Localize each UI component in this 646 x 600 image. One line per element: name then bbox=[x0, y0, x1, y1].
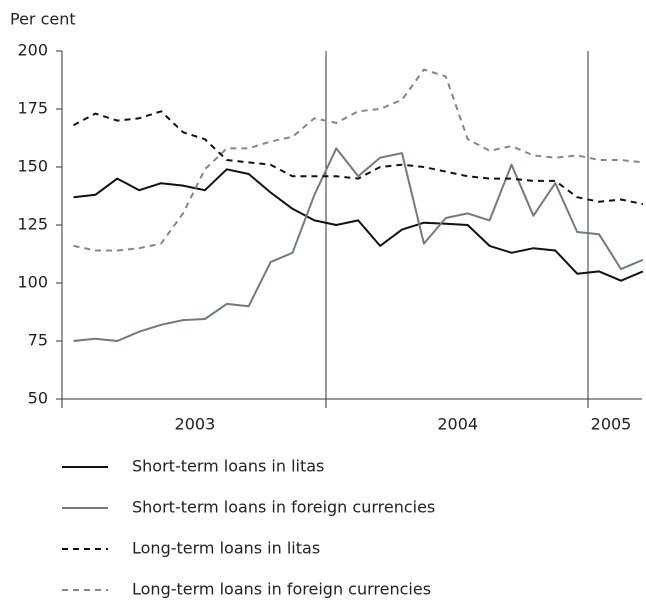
legend-label: Short-term loans in litas bbox=[132, 457, 324, 476]
series-line bbox=[73, 68, 644, 252]
y-tick-label: 150 bbox=[17, 157, 48, 176]
x-tick-label: 2005 bbox=[591, 415, 632, 434]
y-tick-label: 75 bbox=[28, 331, 48, 350]
y-tick-label: 100 bbox=[17, 273, 48, 292]
y-axis-label: Per cent bbox=[10, 10, 76, 29]
legend-label: Long-term loans in foreign currencies bbox=[132, 580, 431, 599]
y-tick-label: 200 bbox=[17, 41, 48, 60]
legend-label: Short-term loans in foreign currencies bbox=[132, 498, 435, 517]
series-line bbox=[73, 110, 644, 206]
y-tick-label: 175 bbox=[17, 99, 48, 118]
y-tick-label: 50 bbox=[28, 389, 48, 408]
series-line bbox=[73, 168, 644, 282]
y-tick-label: 125 bbox=[17, 215, 48, 234]
x-tick-label: 2004 bbox=[437, 415, 478, 434]
legend-label: Long-term loans in litas bbox=[132, 539, 320, 558]
series-line bbox=[73, 147, 644, 342]
x-tick-label: 2003 bbox=[175, 415, 216, 434]
